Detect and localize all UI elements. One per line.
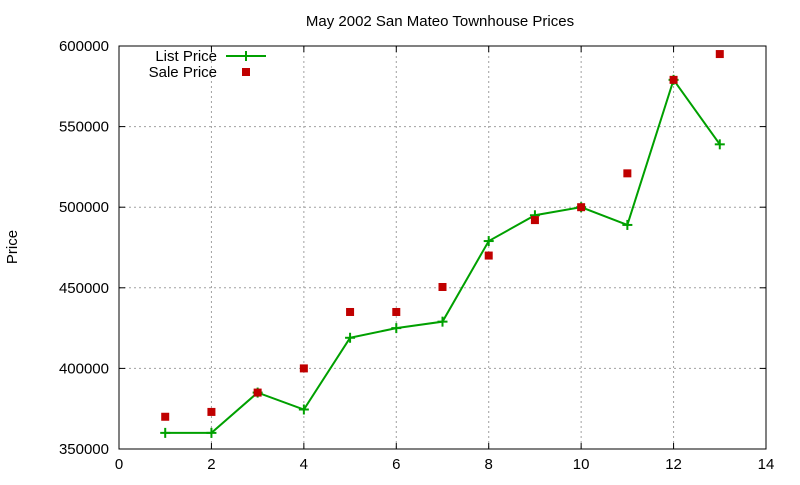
y-tick-label: 550000 — [59, 119, 109, 136]
sale-price-point — [669, 75, 678, 84]
y-tick-label: 450000 — [59, 280, 109, 297]
plot-frame — [118, 45, 767, 450]
plot-area — [160, 50, 725, 438]
sale-price-point — [207, 407, 216, 416]
sale-price-point — [392, 307, 401, 316]
y-tick-label: 350000 — [59, 441, 109, 458]
list-price-point — [345, 332, 356, 343]
x-tick-label: 8 — [485, 456, 493, 473]
list-price-point — [714, 139, 725, 150]
y-tick-label: 400000 — [59, 360, 109, 377]
sale-price-point — [346, 307, 355, 316]
list-price-point — [483, 236, 494, 247]
legend-swatch-marker — [242, 68, 250, 76]
sale-price-point — [715, 50, 724, 59]
y-axis-label: Price — [4, 230, 21, 264]
x-tick-label: 4 — [300, 456, 308, 473]
list-price-point — [622, 219, 633, 230]
grid — [119, 46, 766, 449]
sale-price-point — [577, 203, 586, 212]
x-tick-label: 14 — [758, 456, 775, 473]
x-tick-label: 6 — [392, 456, 400, 473]
legend-item-list-price: List Price — [155, 48, 266, 65]
list-price-series — [160, 74, 725, 438]
sale-price-point — [623, 169, 632, 178]
sale-price-point — [161, 412, 170, 421]
legend-label: List Price — [155, 48, 217, 65]
sale-price-point — [484, 251, 493, 260]
list-price-point — [437, 316, 448, 327]
legend-label: Sale Price — [149, 64, 217, 81]
sale-price-series — [161, 50, 724, 421]
list-price-point — [206, 427, 217, 438]
x-tick-label: 12 — [665, 456, 682, 473]
list-price-point — [298, 404, 309, 415]
legend-item-sale-price: Sale Price — [149, 64, 250, 81]
legend-swatch-marker — [241, 51, 251, 61]
chart-title: May 2002 San Mateo Townhouse Prices — [306, 13, 574, 30]
axes: 0 2 4 6 8 10 12 14 350000 400000 450000 500000 55000… — [59, 38, 774, 473]
x-tick-label: 10 — [573, 456, 590, 473]
sale-price-point — [299, 364, 308, 373]
sale-price-point — [438, 282, 447, 291]
sale-price-point — [530, 216, 539, 225]
x-tick-label: 2 — [207, 456, 215, 473]
sale-price-point — [253, 388, 262, 397]
list-price-line — [165, 77, 721, 434]
y-tick-label: 500000 — [59, 199, 109, 216]
y-tick-label: 600000 — [59, 38, 109, 55]
x-tick-label: 0 — [115, 456, 123, 473]
list-price-point — [391, 323, 402, 334]
list-price-point — [160, 427, 171, 438]
